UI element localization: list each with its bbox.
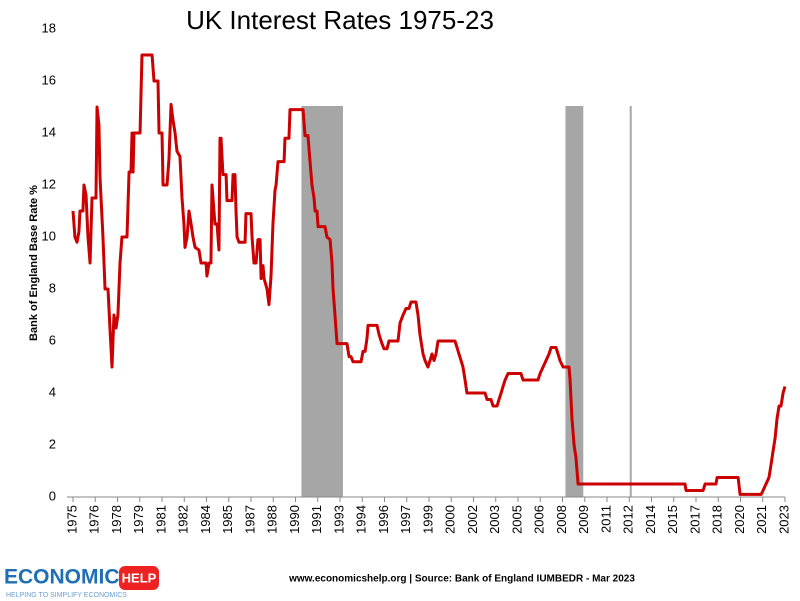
x-tick-label: 2005 [509,505,524,534]
x-tick-label: 1976 [87,505,102,534]
source-note: www.economicshelp.org | Source: Bank of … [288,574,635,585]
logo-badge: HELP [122,570,157,585]
x-tick-label: 1990 [287,505,302,534]
y-tick-label: 12 [42,176,56,191]
x-tick-label: 2018 [710,505,725,534]
x-tick-label: 1999 [420,505,435,534]
x-tick-label: 2000 [443,505,458,534]
x-tick-label: 1988 [265,505,280,534]
x-tick-label: 1981 [153,505,168,534]
x-tick-label: 2023 [776,505,791,534]
x-tick-label: 2012 [621,505,636,534]
x-tick-label: 2020 [732,505,747,534]
x-tick-label: 2006 [532,505,547,534]
y-tick-label: 10 [42,228,56,243]
x-tick-label: 2008 [554,505,569,534]
y-tick-label: 8 [49,280,56,295]
chart-title: UK Interest Rates 1975-23 [186,5,494,35]
x-tick-label: 1979 [131,505,146,534]
x-tick-label: 2011 [598,505,613,533]
y-axis-label: Bank of England Base Rate % [28,185,40,341]
x-tick-label: 2003 [487,505,502,534]
x-tick-label: 1987 [242,505,257,534]
y-tick-label: 0 [49,488,56,503]
x-tick-label: 1975 [64,505,79,534]
x-tick-label: 1978 [109,505,124,534]
x-tick-label: 1994 [354,505,369,534]
y-tick-label: 4 [49,384,56,399]
rate-line [71,53,787,496]
y-tick-label: 2 [49,436,56,451]
logo-brand: ECONOMICS [4,566,134,589]
x-tick-label: 2002 [465,505,480,534]
y-tick-label: 6 [49,332,56,347]
x-tick-label: 1997 [398,505,413,534]
x-tick-label: 1985 [220,505,235,534]
shaded-period [301,106,343,497]
x-tick-label: 1984 [198,505,213,534]
y-tick-label: 18 [42,20,56,35]
x-tick-label: 1993 [331,505,346,534]
x-tick-label: 2021 [754,505,769,534]
x-tick-label: 1991 [309,505,324,534]
x-tick-label: 1996 [376,505,391,534]
x-tick-label: 2017 [687,505,702,534]
x-tick-label: 2009 [576,505,591,534]
y-tick-label: 14 [42,124,56,139]
logo: ECONOMICS HELP HELPING TO SIMPLIFY ECONO… [4,566,159,599]
x-tick-label: 2014 [643,505,658,534]
y-tick-label: 16 [42,72,56,87]
x-tick-label: 1982 [176,505,191,534]
x-tick-label: 2015 [665,505,680,534]
logo-badge-bg [119,566,159,590]
logo-tagline: HELPING TO SIMPLIFY ECONOMICS [6,592,127,599]
